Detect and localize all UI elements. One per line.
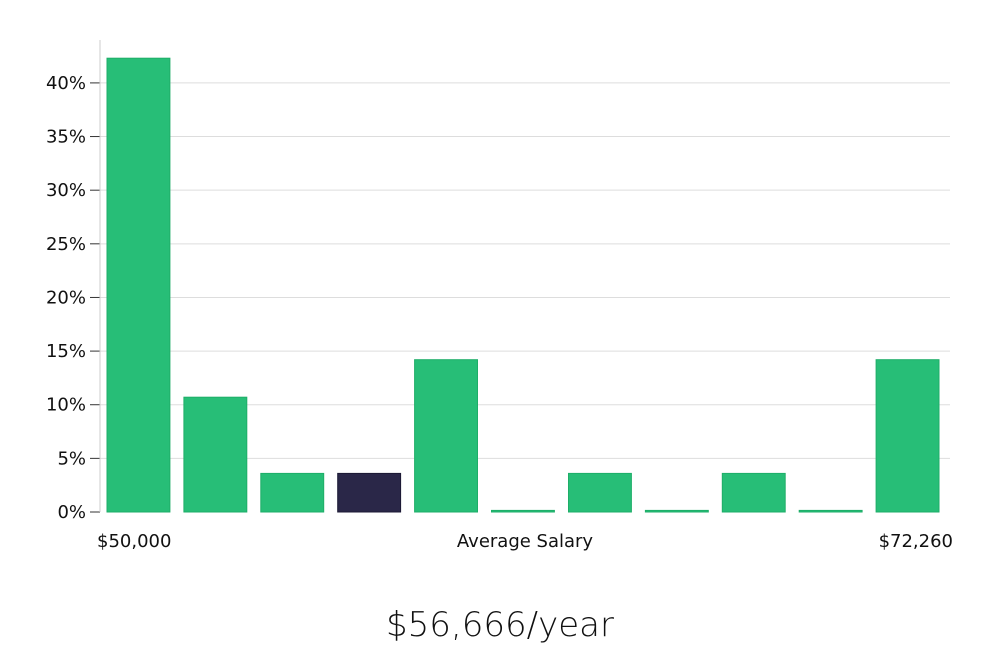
bar <box>491 509 555 513</box>
salary-distribution-chart: $50,000 Average Salary $72,260 0% 5% 10% 15… <box>46 40 953 552</box>
y-tick-label: 35% <box>46 127 86 148</box>
bar-highlighted <box>337 472 402 513</box>
axes <box>90 40 101 513</box>
tick-labels: $50,000 Average Salary $72,260 0% 5% 10% 15… <box>46 73 953 552</box>
y-tick-label: 10% <box>46 395 86 416</box>
bar <box>260 472 325 513</box>
x-start-label: $50,000 <box>97 531 171 552</box>
x-end-label: $72,260 <box>879 531 953 552</box>
y-tick-label: 40% <box>46 73 86 94</box>
y-tick-label: 15% <box>46 341 86 362</box>
x-axis-label: Average Salary <box>457 531 594 552</box>
bar <box>644 509 709 513</box>
y-tick-label: 20% <box>46 287 86 308</box>
bar <box>721 472 786 513</box>
y-tick-label: 30% <box>46 180 86 201</box>
bar <box>798 509 863 513</box>
bar <box>414 359 479 513</box>
bars <box>106 57 940 513</box>
bar <box>106 57 171 513</box>
average-salary-value: $56,666/year <box>386 605 614 645</box>
bar <box>568 472 632 513</box>
y-tick-label: 25% <box>46 234 86 255</box>
y-tick-label: 0% <box>57 502 86 523</box>
bar <box>875 359 940 513</box>
y-tick-label: 5% <box>57 448 86 469</box>
bar <box>183 396 248 513</box>
